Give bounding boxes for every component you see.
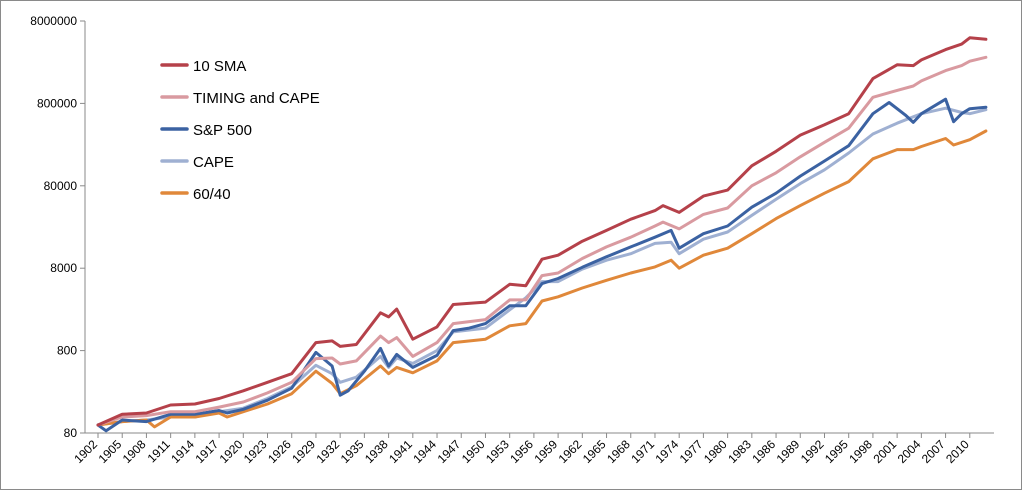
legend-label-cape: CAPE [193, 154, 234, 171]
legend-label-s-p-500: S&P 500 [193, 122, 252, 139]
y-tick-label: 8000000 [30, 14, 77, 28]
legend-label-timing-and-cape: TIMING and CAPE [193, 90, 320, 107]
y-tick-label: 800000 [37, 96, 77, 110]
x-tick-label: 1902 [71, 437, 100, 466]
x-tick-label: 1926 [265, 437, 294, 466]
axes: 8080080008000080000080000001902190519081… [30, 14, 994, 466]
x-tick-label: 1983 [725, 437, 754, 466]
x-tick-label: 1986 [749, 437, 778, 466]
x-tick-label: 1995 [822, 437, 851, 466]
x-tick-label: 1914 [168, 437, 197, 466]
x-tick-label: 1920 [217, 437, 246, 466]
y-tick-label: 80 [64, 426, 78, 440]
x-tick-label: 1974 [653, 437, 682, 466]
series-line-10-sma [96, 36, 988, 427]
x-tick-label: 1968 [604, 437, 633, 466]
y-tick-label: 8000 [50, 261, 77, 275]
x-tick-label: 1917 [192, 437, 221, 466]
x-tick-label: 1965 [580, 437, 609, 466]
series-line-timing-and-cape [96, 55, 988, 427]
y-tick-label: 80000 [44, 179, 78, 193]
x-tick-label: 1938 [362, 437, 391, 466]
y-tick-label: 800 [57, 344, 77, 358]
x-tick-label: 1923 [241, 437, 270, 466]
series-line-60-40 [96, 129, 988, 429]
x-tick-label: 1992 [798, 437, 827, 466]
x-tick-label: 1929 [289, 437, 318, 466]
x-tick-label: 2001 [870, 437, 899, 466]
x-tick-label: 1977 [677, 437, 706, 466]
x-tick-label: 2010 [943, 437, 972, 466]
x-tick-label: 1998 [846, 437, 875, 466]
x-tick-label: 1935 [338, 437, 367, 466]
x-tick-label: 1962 [556, 437, 585, 466]
series-line-s-p-500 [96, 97, 988, 433]
legend-label-10-sma: 10 SMA [193, 58, 246, 75]
x-tick-label: 1908 [120, 437, 149, 466]
legend-label-60-40: 60/40 [193, 186, 231, 203]
x-tick-label: 1971 [628, 437, 657, 466]
legend: 10 SMA TIMING and CAPE S&P 500 CAPE 60/40 [160, 58, 320, 203]
series-lines [96, 36, 988, 433]
x-tick-label: 1959 [531, 437, 560, 466]
x-tick-label: 1989 [774, 437, 803, 466]
x-tick-label: 1911 [145, 437, 173, 465]
x-tick-label: 1941 [386, 437, 415, 466]
x-tick-label: 1932 [314, 437, 343, 466]
x-tick-label: 1953 [483, 437, 512, 466]
x-tick-label: 1956 [507, 437, 536, 466]
x-tick-label: 1980 [701, 437, 730, 466]
x-tick-label: 1947 [435, 437, 464, 466]
x-tick-label: 2004 [895, 437, 924, 466]
x-tick-label: 1950 [459, 437, 488, 466]
x-tick-label: 1944 [410, 437, 439, 466]
x-tick-label: 1905 [96, 437, 125, 466]
x-tick-label: 2007 [919, 437, 948, 466]
